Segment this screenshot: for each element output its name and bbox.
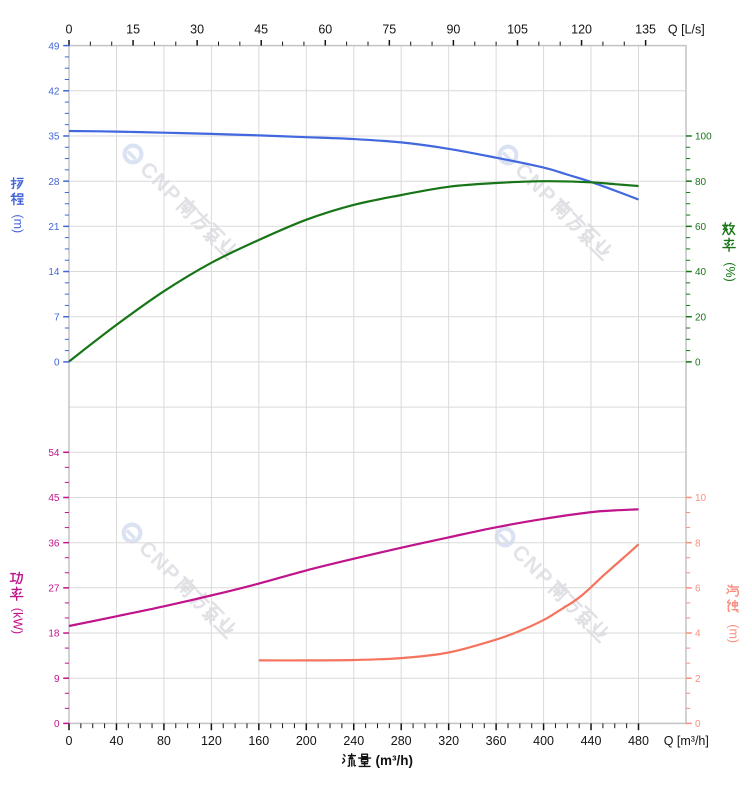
- svg-text:100: 100: [695, 132, 712, 143]
- svg-text:Q [m³/h]: Q [m³/h]: [664, 734, 709, 748]
- svg-text:45: 45: [254, 23, 268, 37]
- svg-text:(m): (m): [11, 214, 25, 233]
- svg-text:45: 45: [48, 493, 60, 504]
- svg-text:80: 80: [157, 734, 171, 748]
- svg-text:240: 240: [343, 734, 364, 748]
- svg-text:27: 27: [48, 584, 60, 595]
- svg-text:40: 40: [695, 267, 707, 278]
- svg-text:15: 15: [126, 23, 140, 37]
- svg-text:90: 90: [446, 23, 460, 37]
- svg-text:2: 2: [695, 674, 701, 685]
- svg-text:9: 9: [54, 674, 60, 685]
- svg-text:120: 120: [201, 734, 222, 748]
- svg-text:200: 200: [296, 734, 317, 748]
- svg-text:54: 54: [48, 448, 60, 459]
- svg-text:360: 360: [486, 734, 507, 748]
- svg-text:0: 0: [695, 719, 701, 730]
- svg-text:(m³/h): (m³/h): [376, 753, 414, 768]
- svg-text:80: 80: [695, 177, 707, 188]
- svg-text:400: 400: [533, 734, 554, 748]
- svg-text:28: 28: [48, 177, 60, 188]
- svg-text:6: 6: [695, 584, 701, 595]
- svg-text:20: 20: [695, 312, 707, 323]
- svg-text:75: 75: [382, 23, 396, 37]
- svg-text:7: 7: [54, 312, 60, 323]
- svg-text:10: 10: [695, 493, 707, 504]
- svg-text:4: 4: [695, 629, 701, 640]
- svg-text:Q [L/s]: Q [L/s]: [668, 23, 705, 37]
- svg-text:440: 440: [581, 734, 602, 748]
- svg-text:160: 160: [248, 734, 269, 748]
- svg-text:480: 480: [628, 734, 649, 748]
- svg-text:8: 8: [695, 538, 701, 549]
- svg-text:60: 60: [695, 222, 707, 233]
- svg-text:280: 280: [391, 734, 412, 748]
- svg-text:36: 36: [48, 538, 60, 549]
- svg-text:(kW): (kW): [10, 608, 24, 634]
- svg-text:135: 135: [635, 23, 656, 37]
- svg-text:105: 105: [507, 23, 528, 37]
- svg-text:30: 30: [190, 23, 204, 37]
- svg-text:0: 0: [54, 358, 60, 369]
- svg-text:40: 40: [110, 734, 124, 748]
- svg-text:49: 49: [48, 41, 60, 52]
- svg-text:42: 42: [48, 87, 60, 98]
- svg-text:60: 60: [318, 23, 332, 37]
- svg-text:120: 120: [571, 23, 592, 37]
- svg-text:0: 0: [66, 23, 73, 37]
- svg-text:0: 0: [66, 734, 73, 748]
- svg-text:0: 0: [695, 358, 701, 369]
- svg-text:(%): (%): [723, 262, 737, 281]
- svg-text:(m): (m): [727, 624, 741, 643]
- svg-text:21: 21: [48, 222, 60, 233]
- svg-text:35: 35: [48, 132, 60, 143]
- svg-text:320: 320: [438, 734, 459, 748]
- svg-text:14: 14: [48, 267, 60, 278]
- svg-text:18: 18: [48, 629, 60, 640]
- svg-text:0: 0: [54, 719, 60, 730]
